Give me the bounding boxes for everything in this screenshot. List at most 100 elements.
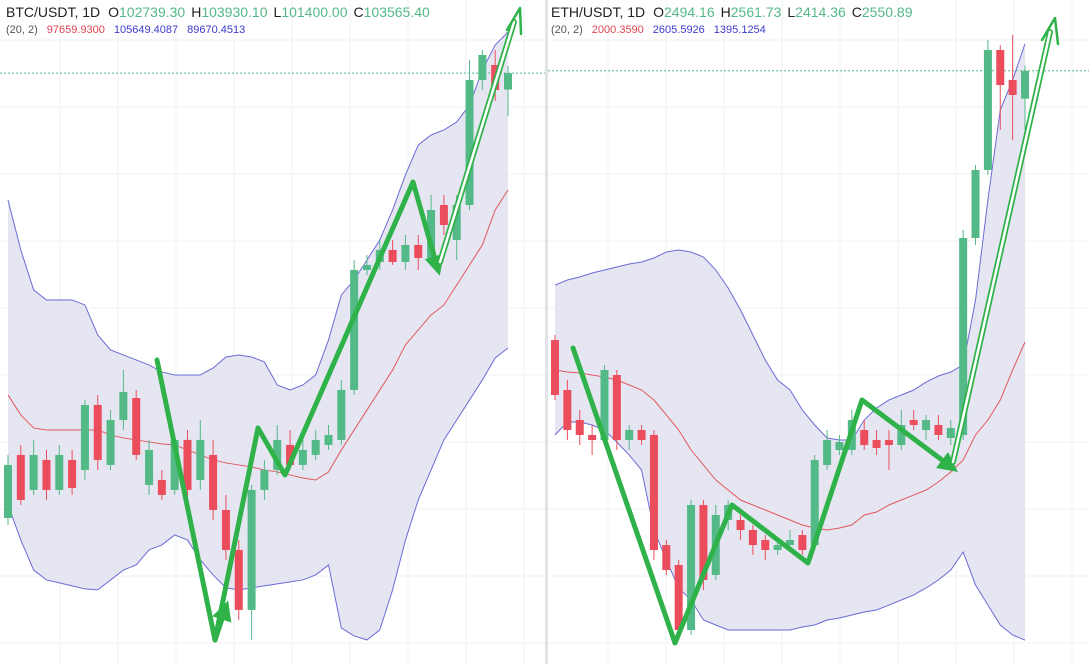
- ohlc-row: BTC/USDT, 1D O102739.30 H103930.10 L101400.…: [6, 4, 436, 20]
- symbol-title: BTC/USDT, 1D: [6, 4, 101, 20]
- arrow-head: [212, 600, 232, 643]
- candle-body: [1008, 80, 1017, 95]
- candle-body: [649, 434, 658, 551]
- panel-divider: [545, 0, 548, 664]
- candle-body: [504, 73, 512, 90]
- candle-body: [401, 244, 410, 262]
- candle-body: [600, 370, 609, 441]
- candle-body: [934, 424, 943, 435]
- ohlc-value: 101400.00: [281, 4, 348, 20]
- candle-body: [872, 440, 881, 448]
- candle-body: [748, 530, 757, 546]
- candle-body: [298, 449, 307, 465]
- candle-body: [311, 439, 320, 455]
- hollow-arrow-head: [505, 6, 523, 36]
- candle-body: [273, 439, 282, 470]
- candle-body: [612, 374, 621, 441]
- candle-body: [388, 249, 397, 262]
- ohlc-value: 2414.36: [795, 4, 846, 20]
- candle-body: [80, 404, 89, 470]
- indicator-params: (20, 2): [6, 24, 38, 36]
- candle-body: [465, 79, 474, 205]
- candle-body: [362, 264, 371, 270]
- candle-body: [971, 170, 980, 238]
- candle-body: [170, 439, 179, 490]
- candle-body: [860, 430, 869, 446]
- candle-body: [946, 427, 955, 438]
- candle-body: [260, 469, 269, 490]
- candle-body: [798, 535, 807, 551]
- candle-body: [452, 204, 461, 240]
- candle-body: [761, 540, 770, 551]
- candle-body: [132, 397, 141, 455]
- ohlc-label: C: [353, 4, 364, 20]
- candle-body: [427, 209, 436, 258]
- candle-body: [897, 424, 906, 446]
- candle-body: [4, 464, 12, 518]
- candle-body: [551, 340, 559, 395]
- band-middle: [7, 189, 509, 481]
- candle-body: [157, 479, 166, 495]
- ohlc-label: H: [191, 4, 202, 20]
- candle-body: [247, 489, 256, 610]
- candle-body: [983, 50, 992, 171]
- candle-body: [16, 454, 25, 500]
- band-fill: [555, 43, 1025, 641]
- candle-body: [119, 391, 128, 420]
- candle-body: [286, 444, 295, 465]
- indicator-value: 97659.9300: [46, 24, 105, 36]
- indicator-value: 105649.4087: [113, 24, 179, 36]
- candle-body: [575, 420, 584, 435]
- indicator-value: 2605.5926: [652, 24, 705, 36]
- candle-body: [183, 439, 192, 490]
- candle-body: [414, 244, 423, 258]
- candle-body: [324, 434, 333, 445]
- ohlc-value: 2550.89: [861, 4, 913, 20]
- indicator-row: (20, 2) 2000.3590 2605.5926 1395.1254: [551, 24, 919, 36]
- candle-body: [42, 459, 51, 490]
- candle-body: [337, 389, 346, 440]
- hollow-arrow-inner: [951, 30, 1052, 464]
- candle-body: [145, 449, 154, 485]
- candle-body: [588, 434, 597, 441]
- candle-body: [959, 237, 968, 435]
- indicator-value: 2000.3590: [591, 24, 644, 36]
- band-lower: [7, 347, 509, 641]
- candle-body: [55, 454, 64, 490]
- ohlc-value: 2561.73: [730, 4, 782, 20]
- ohlc-row: ETH/USDT, 1D O2494.16 H2561.73 L2414.36 C255…: [551, 4, 919, 20]
- candle-body: [810, 460, 819, 546]
- candle-body: [439, 204, 448, 225]
- candle-body: [687, 504, 696, 631]
- band-upper: [554, 43, 1026, 441]
- candle-body: [196, 439, 205, 480]
- symbol-title: ETH/USDT, 1D: [551, 4, 646, 20]
- candle-body: [823, 440, 832, 465]
- ohlc-value: 103930.10: [201, 4, 268, 20]
- candle-body: [909, 420, 918, 425]
- candle-body: [221, 509, 230, 550]
- candle-body: [699, 504, 708, 581]
- band-fill: [8, 31, 508, 640]
- ohlc-label: L: [273, 4, 282, 20]
- annotation-arrows: [154, 6, 1060, 646]
- hollow-arrow-inner: [438, 20, 516, 264]
- chart-header: BTC/USDT, 1D O102739.30 H103930.10 L101400.…: [6, 4, 436, 36]
- chart-header: ETH/USDT, 1D O2494.16 H2561.73 L2414.36 C255…: [551, 4, 919, 36]
- candle-body: [209, 454, 218, 510]
- candle-body: [736, 520, 745, 531]
- candle-body: [996, 50, 1005, 86]
- band-lower: [554, 421, 1026, 641]
- candle-body: [662, 545, 671, 571]
- candle-body: [1021, 70, 1029, 99]
- indicator-row: (20, 2) 97659.9300 105649.4087 89670.4513: [6, 24, 436, 36]
- ohlc-label: L: [787, 4, 796, 20]
- ohlc-value: 102739.30: [119, 4, 186, 20]
- hollow-arrow-head: [1040, 16, 1060, 46]
- candle-body: [773, 545, 782, 551]
- candle-body: [478, 54, 487, 80]
- candle-body: [350, 269, 359, 390]
- candle-body: [835, 442, 844, 451]
